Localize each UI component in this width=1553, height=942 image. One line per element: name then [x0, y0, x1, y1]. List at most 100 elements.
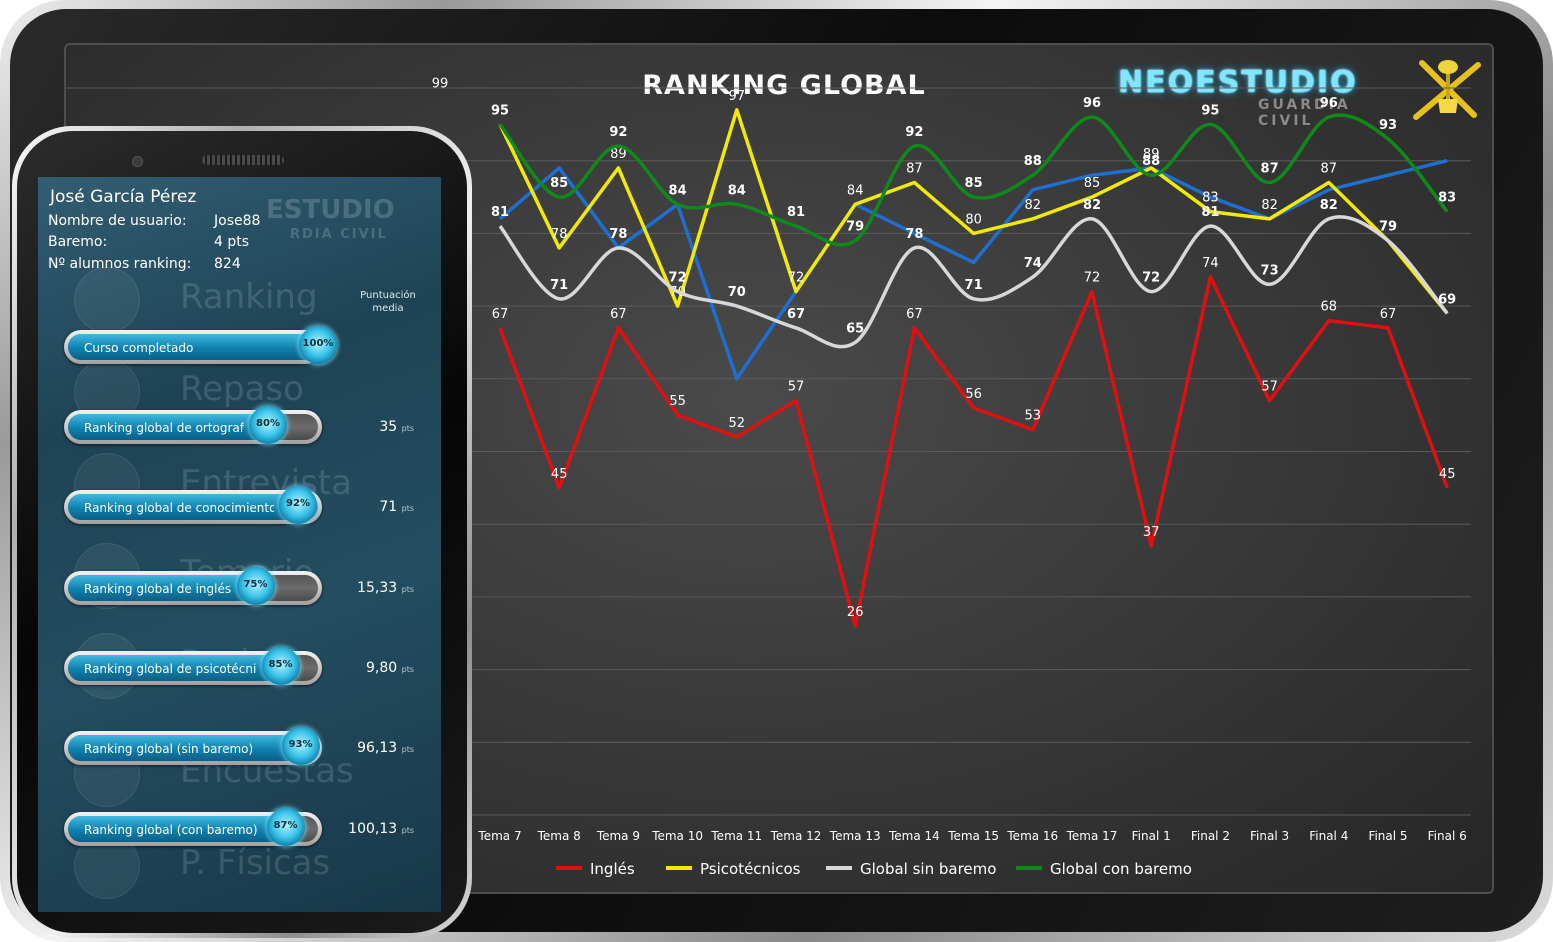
- x-tick-label: Tema 12: [770, 829, 822, 843]
- data-label: 78: [905, 227, 923, 242]
- data-label: 74: [1024, 256, 1042, 271]
- data-label: 65: [846, 321, 864, 336]
- baremo-value: 4 pts: [214, 234, 250, 250]
- legend-label: Global sin baremo: [860, 860, 996, 878]
- data-label: 55: [669, 394, 686, 409]
- progress-label: Ranking global de conocimientos: [84, 501, 274, 515]
- data-label: 57: [1261, 380, 1278, 395]
- phone-screen: ESTUDIO RDIA CIVIL Ranking Repaso Entrevis…: [38, 177, 441, 912]
- percent-text: 75%: [243, 579, 268, 590]
- percent-badge: 87%: [266, 808, 305, 846]
- data-label: 37: [1143, 525, 1160, 540]
- average-score: 35 pts: [379, 419, 414, 435]
- data-label: 99: [432, 76, 449, 91]
- x-tick-label: Tema 9: [596, 829, 640, 843]
- x-tick-label: Final 5: [1368, 829, 1407, 843]
- line-chart: 67 45 67 55 52 57 26 67 56 53 72 37 74 57 68 67 45 95 78 89…: [66, 76, 1471, 878]
- data-label: 85: [550, 176, 568, 191]
- data-label: 70: [728, 285, 746, 300]
- progress-label: Ranking global de psicotécnicos: [84, 662, 257, 676]
- progress-track: Ranking global de inglés: [68, 575, 318, 601]
- average-score: 15,33 pts: [357, 580, 414, 596]
- data-label: 71: [550, 278, 568, 293]
- brand-subtitle: GUARDIA CIVIL: [1258, 97, 1351, 129]
- data-label: 82: [1025, 198, 1042, 213]
- legend-label: Global con baremo: [1050, 860, 1192, 878]
- progress-fill: [68, 414, 268, 440]
- x-tick-label: Final 3: [1250, 829, 1289, 843]
- data-label: 53: [1025, 409, 1042, 424]
- progress-track: Curso completado: [68, 334, 318, 360]
- progress-fill: [68, 735, 301, 761]
- data-label: 97: [729, 89, 746, 104]
- percent-badge: 93%: [281, 727, 320, 765]
- data-label: 80: [965, 212, 982, 227]
- progress-bar: Curso completado 100%: [64, 326, 337, 364]
- score-unit: pts: [401, 585, 414, 594]
- data-label: 81: [787, 205, 805, 220]
- percent-badge: 75%: [236, 567, 275, 605]
- percent-badge: 92%: [279, 486, 317, 524]
- x-tick-label: Tema 16: [1006, 829, 1058, 843]
- ghost-brand: ESTUDIO: [266, 195, 395, 225]
- data-label: 79: [846, 220, 864, 235]
- students-label: Nº alumnos ranking:: [48, 256, 192, 272]
- data-label: 73: [1261, 263, 1279, 278]
- data-label: 84: [847, 183, 864, 198]
- data-label: 82: [1083, 198, 1101, 213]
- data-label: 78: [609, 227, 627, 242]
- score-unit: pts: [401, 504, 414, 513]
- progress-track: Ranking global (sin baremo): [68, 735, 318, 761]
- data-label: 83: [1438, 191, 1456, 206]
- data-label: 87: [906, 162, 923, 177]
- progress-bar: Ranking global de conocimientos 92%: [64, 486, 322, 524]
- user-name: José García Pérez: [50, 187, 197, 207]
- series-line-ingl-s: [498, 275, 1449, 628]
- data-label: 67: [1380, 307, 1397, 322]
- data-label: 83: [1202, 191, 1219, 206]
- data-label: 89: [1143, 147, 1160, 162]
- progress-track: Ranking global de psicotécnicos: [68, 655, 318, 681]
- data-label: 56: [965, 387, 982, 402]
- students-value: 824: [214, 256, 241, 272]
- data-label: 74: [1202, 256, 1219, 271]
- series-line-conocimientos: [498, 159, 1448, 381]
- progress-label: Ranking global de inglés: [84, 582, 232, 596]
- percent-text: 87%: [273, 820, 298, 831]
- score-unit: pts: [401, 665, 414, 674]
- percent-text: 80%: [256, 418, 280, 429]
- ghost-brand-subtitle: RDIA CIVIL: [290, 227, 388, 242]
- average-score: 9,80 pts: [365, 660, 414, 676]
- x-tick-label: Final 1: [1132, 829, 1171, 843]
- progress-fill: [68, 494, 298, 520]
- data-label: 72: [669, 271, 687, 286]
- speaker-grille: [202, 155, 284, 165]
- data-label: 67: [787, 307, 805, 322]
- average-score: 100,13 pts: [348, 821, 414, 837]
- progress-fill: [68, 816, 286, 842]
- data-label: 87: [1321, 162, 1338, 177]
- data-label: 67: [610, 307, 627, 322]
- average-score: 96,13 pts: [357, 740, 414, 756]
- percent-badge: 80%: [249, 406, 287, 444]
- brand-name: NEOESTUDIO: [1118, 65, 1358, 100]
- progress-label: Ranking global de ortografía: [84, 421, 244, 435]
- ghost-menu-icon: [74, 267, 140, 333]
- score-unit: pts: [401, 424, 414, 433]
- data-label: 72: [1142, 271, 1160, 286]
- brand-logo: NEOESTUDIO GUARDIA CIVIL: [1118, 65, 1388, 129]
- data-label: 26: [847, 605, 864, 620]
- data-label: 95: [491, 103, 509, 118]
- data-label: 71: [965, 278, 983, 293]
- progress-bar: Ranking global de psicotécnicos 85%: [64, 647, 322, 685]
- ghost-menu-item: Repaso: [180, 369, 304, 409]
- series-line-global-sin-baremo: [498, 215, 1449, 349]
- data-label: 45: [1439, 467, 1456, 482]
- x-tick-label: Tema 8: [537, 829, 581, 843]
- data-label: 95: [492, 103, 509, 118]
- percent-badge: 85%: [261, 647, 300, 685]
- data-label: 69: [1439, 292, 1456, 307]
- x-tick-label: Tema 14: [888, 829, 940, 843]
- data-label: 82: [1320, 198, 1338, 213]
- data-label: 79: [1380, 220, 1397, 235]
